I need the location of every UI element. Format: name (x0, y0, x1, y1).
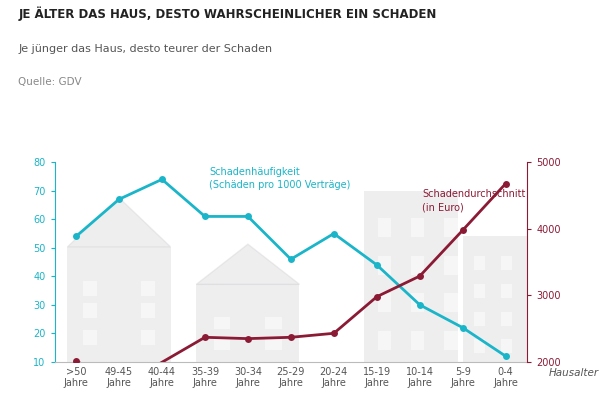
Bar (67, 247, 170, 362)
Polygon shape (67, 198, 170, 247)
Bar (444, 293, 458, 312)
Bar (265, 338, 282, 350)
Bar (528, 257, 539, 270)
Text: Schadendurchschnitt
(in Euro): Schadendurchschnitt (in Euro) (422, 189, 525, 212)
Bar (528, 339, 539, 353)
Bar (474, 339, 485, 353)
Bar (141, 281, 155, 296)
Bar (501, 257, 512, 270)
Bar (444, 331, 458, 350)
Text: Je jünger das Haus, desto teurer der Schaden: Je jünger das Haus, desto teurer der Sch… (18, 44, 272, 54)
Polygon shape (196, 244, 299, 284)
Bar (411, 293, 424, 312)
Text: Hausalter: Hausalter (548, 368, 599, 378)
Bar (501, 312, 512, 326)
Bar (83, 330, 98, 345)
Bar (378, 331, 391, 350)
Bar (444, 218, 458, 237)
Bar (444, 256, 458, 275)
Bar (411, 218, 424, 237)
Bar (214, 317, 230, 329)
Bar (501, 339, 512, 353)
Text: JE ÄLTER DAS HAUS, DESTO WAHRSCHEINLICHER EIN SCHADEN: JE ÄLTER DAS HAUS, DESTO WAHRSCHEINLICHE… (18, 6, 436, 21)
Bar (411, 331, 424, 350)
Bar (474, 284, 485, 298)
Bar (364, 191, 459, 362)
Bar (141, 303, 155, 318)
Bar (474, 257, 485, 270)
Bar (501, 284, 512, 298)
Text: Schadenhäufigkeit
(Schäden pro 1000 Verträge): Schadenhäufigkeit (Schäden pro 1000 Vert… (209, 166, 351, 190)
Bar (214, 338, 230, 350)
Bar (474, 312, 485, 326)
Bar (83, 303, 98, 318)
Bar (528, 284, 539, 298)
Bar (378, 293, 391, 312)
Bar (463, 236, 540, 362)
Bar (411, 256, 424, 275)
Bar (141, 330, 155, 345)
Bar (265, 317, 282, 329)
Text: Quelle: GDV: Quelle: GDV (18, 77, 82, 87)
Bar (528, 312, 539, 326)
Bar (83, 281, 98, 296)
Bar (378, 256, 391, 275)
Bar (196, 284, 299, 362)
Bar (378, 218, 391, 237)
